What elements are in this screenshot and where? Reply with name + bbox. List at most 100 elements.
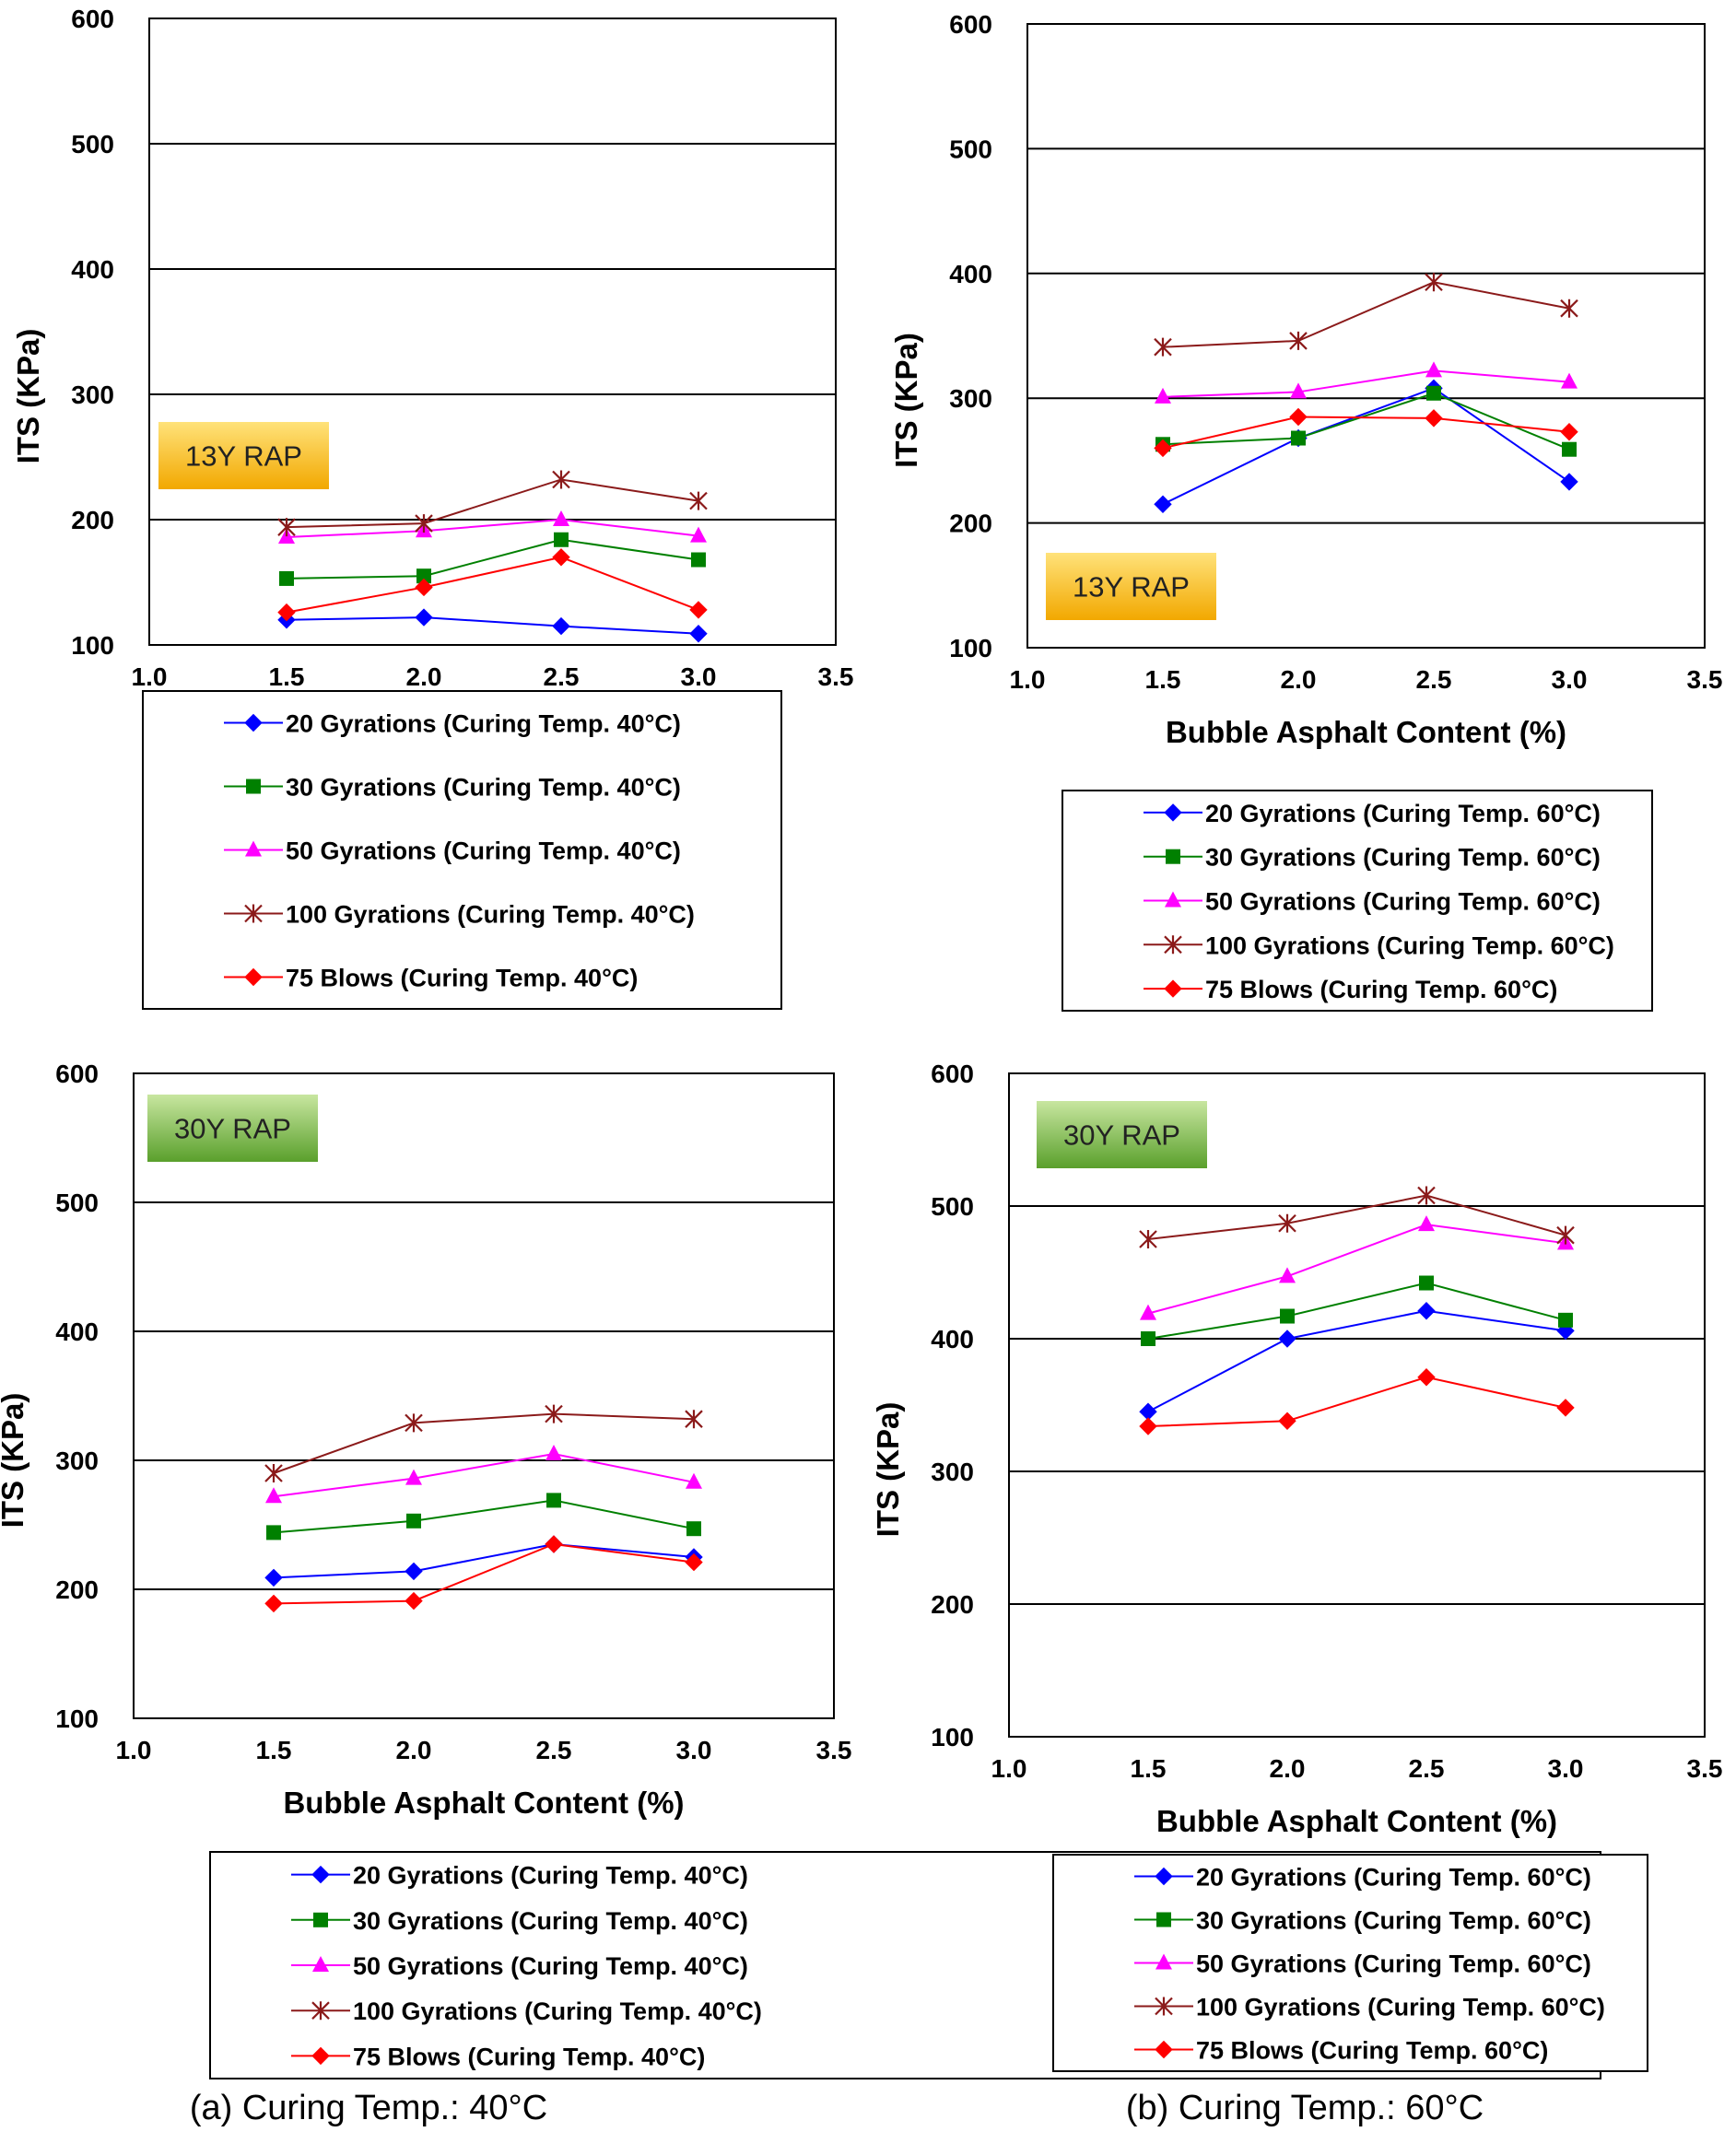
caption-left: (a) Curing Temp.: 40°C [190,2089,547,2127]
data-point [1417,1302,1436,1320]
data-point [1418,1215,1435,1232]
y-tick-label: 300 [71,381,114,409]
x-tick-label: 2.0 [1281,665,1317,694]
plot-area [133,1072,835,1719]
data-point [545,1445,562,1460]
legend-marker [1164,935,1182,955]
plot-area [1008,1072,1706,1738]
rap-badge-label: 13Y RAP [1073,571,1190,603]
series-line [273,1499,695,1534]
data-point [689,625,708,643]
series-line [286,538,699,580]
data-point [690,526,707,543]
data-point [277,603,296,622]
legend-entry: 100 Gyrations (Curing Temp. 60°C) [1205,931,1614,959]
data-point [1417,1368,1436,1387]
y-tick-label: 100 [949,634,992,662]
series-line [1147,1194,1566,1240]
legend-entry: 50 Gyrations (Curing Temp. 40°C) [286,838,681,865]
y-tick-label: 100 [71,631,114,660]
data-point [686,1521,701,1537]
rap-badge-label: 13Y RAP [185,440,302,473]
rap-badge-label: 30Y RAP [174,1113,291,1145]
x-axis-label: Bubble Asphalt Content (%) [1166,715,1566,749]
x-tick-label: 3.5 [816,1736,852,1764]
data-point [1417,1186,1436,1205]
series-line [286,556,699,614]
data-point [1289,331,1308,350]
legend-marker [245,840,262,857]
legend-marker [246,779,261,794]
y-tick-label: 200 [931,1590,974,1619]
x-tick-label: 3.5 [1687,1754,1723,1783]
x-tick-label: 1.5 [1131,1754,1167,1783]
legend-entry: 75 Blows (Curing Temp. 60°C) [1205,976,1557,1003]
x-tick-label: 2.5 [1416,665,1452,694]
legend-marker [244,967,263,987]
data-point [552,470,570,489]
data-point [1155,387,1171,404]
data-point [405,1591,423,1611]
data-point [264,1594,283,1613]
y-axis-label: ITS (KPa) [0,1393,29,1529]
x-tick-label: 3.0 [681,662,717,691]
data-point [1560,423,1578,441]
y-tick-label: 100 [55,1704,99,1733]
data-point [1425,361,1442,378]
legend-marker [1155,2040,1173,2059]
y-tick-label: 300 [949,384,992,413]
legend-entry: 100 Gyrations (Curing Temp. 40°C) [353,1997,762,2025]
rap-badge-label: 30Y RAP [1063,1119,1180,1152]
data-point [264,1568,283,1587]
series-line [273,1542,695,1579]
y-tick-label: 600 [949,10,992,39]
y-tick-label: 500 [71,130,114,158]
x-tick-label: 1.5 [1145,665,1181,694]
data-point [405,1413,423,1433]
y-tick-label: 500 [949,135,992,163]
series-line [1162,392,1570,451]
x-tick-label: 3.0 [676,1736,712,1764]
y-tick-label: 300 [55,1447,99,1475]
y-axis-label: ITS (KPa) [871,1402,905,1538]
data-point [1560,299,1578,318]
legend-entry: 100 Gyrations (Curing Temp. 60°C) [1196,1994,1605,2021]
data-point [1139,1230,1157,1248]
data-point [416,568,431,584]
legend-entry: 30 Gyrations (Curing Temp. 40°C) [353,1907,748,1935]
rap-badge [158,422,329,489]
legend-marker [1165,891,1181,908]
x-tick-label: 1.0 [991,1754,1027,1783]
series-line [1147,1282,1566,1340]
series-line [1162,387,1570,506]
y-tick-label: 100 [931,1723,974,1751]
legend-marker [1164,979,1182,998]
legend-marker [244,713,263,732]
legend-marker [313,1912,328,1927]
x-tick-label: 1.5 [256,1736,292,1764]
data-point [1291,430,1306,446]
legend-entry: 30 Gyrations (Curing Temp. 60°C) [1196,1907,1591,1935]
x-tick-label: 3.0 [1548,1754,1584,1783]
y-tick-label: 200 [71,506,114,534]
y-tick-label: 500 [931,1192,974,1221]
caption-right: (b) Curing Temp.: 60°C [1126,2089,1484,2127]
data-point [686,1472,702,1489]
x-axis-label: Bubble Asphalt Content (%) [1156,1804,1557,1838]
legend-entry: 50 Gyrations (Curing Temp. 60°C) [1196,1950,1591,1978]
y-tick-label: 600 [71,5,114,33]
x-tick-label: 1.0 [116,1736,152,1764]
data-point [1154,495,1172,513]
data-point [1278,1412,1296,1430]
series-line [286,478,699,529]
series-line [286,518,699,539]
data-point [1425,409,1443,428]
legend-entry: 20 Gyrations (Curing Temp. 40°C) [353,1862,748,1890]
series-line [1147,1376,1566,1428]
data-point [406,1513,421,1529]
x-tick-label: 2.0 [406,662,442,691]
data-point [265,1487,282,1504]
chart-1: 1002003004005006001.01.52.02.53.03.5Bubb… [11,5,853,1010]
x-tick-label: 2.5 [1409,1754,1445,1783]
